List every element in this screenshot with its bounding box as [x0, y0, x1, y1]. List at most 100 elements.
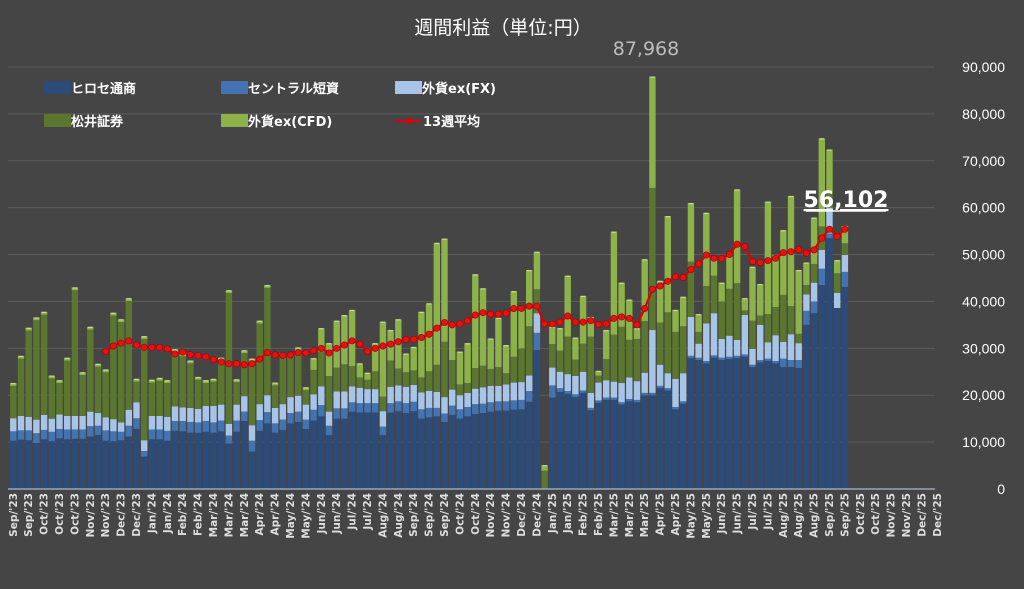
bar-segment-hirose	[64, 439, 71, 489]
x-tick-label: Sep/'23	[23, 493, 35, 537]
bar-segment-hirose	[818, 285, 825, 489]
bar-segment-central	[572, 394, 579, 398]
y-tick-label: 40,000	[962, 293, 1005, 309]
bar-stack-week-95	[733, 189, 741, 489]
moving-average-point	[641, 304, 649, 312]
bar-segment-matsui	[479, 365, 487, 388]
legend-item-hirose[interactable]: ヒロセ通商	[44, 81, 136, 97]
bar-stack-week-57	[441, 238, 448, 489]
moving-average-point	[525, 302, 533, 310]
moving-average-point	[333, 344, 341, 352]
bar-segment-matsui	[533, 289, 541, 314]
legend-item-13week-average[interactable]: 13週平均	[396, 114, 480, 130]
bar-segment-cfd	[187, 360, 194, 364]
bar-segment-hirose	[433, 416, 440, 489]
x-tick-label: Dec/'23	[116, 493, 128, 537]
bar-segment-central	[664, 388, 671, 391]
moving-average-point	[279, 351, 287, 359]
bar-cap	[334, 320, 339, 322]
bar-segment-cfd	[695, 314, 702, 332]
bar-segment-cfd	[210, 378, 217, 382]
x-tick-label: Oct/'23	[39, 493, 51, 535]
moving-average-line	[102, 225, 849, 369]
bar-segment-cfd	[379, 321, 387, 397]
bar-segment-cfd	[472, 274, 479, 369]
bar-segment-matsui	[364, 379, 371, 390]
bar-segment-matsui	[441, 341, 448, 398]
bar-segment-central	[110, 431, 117, 442]
bar-segment-hirose	[325, 435, 333, 489]
bar-segment-hirose	[48, 441, 55, 489]
bar-segment-hirose	[279, 429, 286, 489]
x-tick-label: Apr/'25	[670, 493, 682, 535]
bar-segment-matsui	[287, 356, 294, 398]
bar-segment-matsui	[603, 359, 610, 381]
bar-segment-central	[164, 430, 171, 441]
bar-segment-matsui	[810, 263, 818, 283]
bar-stack-week-73	[564, 275, 571, 489]
bar-stack-week-61	[472, 274, 479, 489]
bar-segment-matsui	[595, 375, 602, 383]
bar-segment-cfd	[841, 225, 849, 244]
bar-segment-fx	[194, 408, 202, 423]
bar-segment-hirose	[402, 413, 410, 489]
bar-segment-cfd	[749, 266, 756, 321]
bar-stack-week-8	[64, 357, 71, 489]
bar-stack-week-94	[726, 254, 733, 489]
legend-item-cfd[interactable]: 外貨ex(CFD)	[221, 114, 332, 130]
bar-segment-fx	[564, 374, 571, 392]
bar-segment-cfd	[17, 355, 25, 359]
moving-average-point	[741, 243, 749, 251]
bar-segment-cfd	[141, 336, 148, 339]
x-tick-label: Nov/'24	[485, 493, 497, 538]
bar-segment-matsui	[356, 377, 363, 388]
bar-segment-fx	[325, 411, 333, 426]
bar-segment-central	[464, 406, 471, 417]
bar-segment-matsui	[549, 344, 556, 368]
bar-segment-central	[710, 355, 718, 358]
bar-segment-fx	[202, 406, 209, 422]
x-tick-label: Aug/'24	[393, 493, 405, 538]
moving-average-point	[787, 248, 795, 256]
bar-segment-matsui	[387, 360, 394, 387]
bar-segment-hirose	[341, 418, 348, 489]
bar-segment-fx	[402, 386, 410, 404]
bar-segment-fx	[664, 373, 671, 389]
bar-segment-fx	[133, 402, 140, 419]
bar-stack-week-71	[549, 326, 556, 489]
bar-segment-matsui	[248, 361, 256, 426]
bar-stack-week-97	[749, 266, 756, 489]
bar-segment-matsui	[703, 285, 710, 324]
bar-stack-week-67	[518, 310, 525, 489]
x-tick-label: Aug/'25	[778, 493, 790, 538]
x-tick-label: Dec/'24	[516, 493, 528, 537]
moving-average-point	[633, 321, 641, 329]
bar-stack-week-88	[680, 296, 687, 489]
bar-segment-hirose	[549, 397, 556, 489]
x-tick-label: Oct/'24	[454, 493, 466, 535]
legend-item-fx[interactable]: 外貨ex(FX)	[395, 81, 496, 97]
moving-average-point	[772, 254, 780, 262]
moving-average-point	[133, 341, 141, 349]
legend-item-matsui[interactable]: 松井証券	[44, 114, 124, 130]
legend-item-central[interactable]: セントラル短資	[221, 81, 339, 97]
x-tick-label: Sep/'24	[408, 493, 420, 537]
bar-segment-hirose	[556, 391, 564, 489]
bar-segment-cfd	[687, 202, 695, 262]
bar-cap	[396, 319, 401, 321]
x-tick-label: Jul/'24	[347, 493, 359, 531]
bar-segment-central	[25, 430, 32, 441]
bar-stack-week-47	[364, 372, 371, 489]
bar-segment-fx	[264, 395, 271, 413]
bar-cap	[719, 282, 724, 284]
moving-average-point	[648, 285, 656, 293]
bar-segment-matsui	[402, 372, 410, 387]
bar-segment-central	[248, 440, 256, 452]
bar-cap	[34, 317, 39, 319]
bar-segment-fx	[117, 422, 125, 432]
bar-cap	[219, 357, 224, 359]
bar-segment-matsui	[633, 338, 641, 382]
bar-segment-cfd	[79, 372, 86, 376]
moving-average-point	[602, 320, 610, 328]
latest-value-annotation: 56,102	[804, 188, 889, 213]
